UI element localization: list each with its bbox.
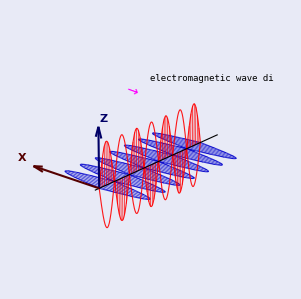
Text: electromagnetic wave di: electromagnetic wave di [150,74,274,83]
Text: →: → [124,83,140,100]
